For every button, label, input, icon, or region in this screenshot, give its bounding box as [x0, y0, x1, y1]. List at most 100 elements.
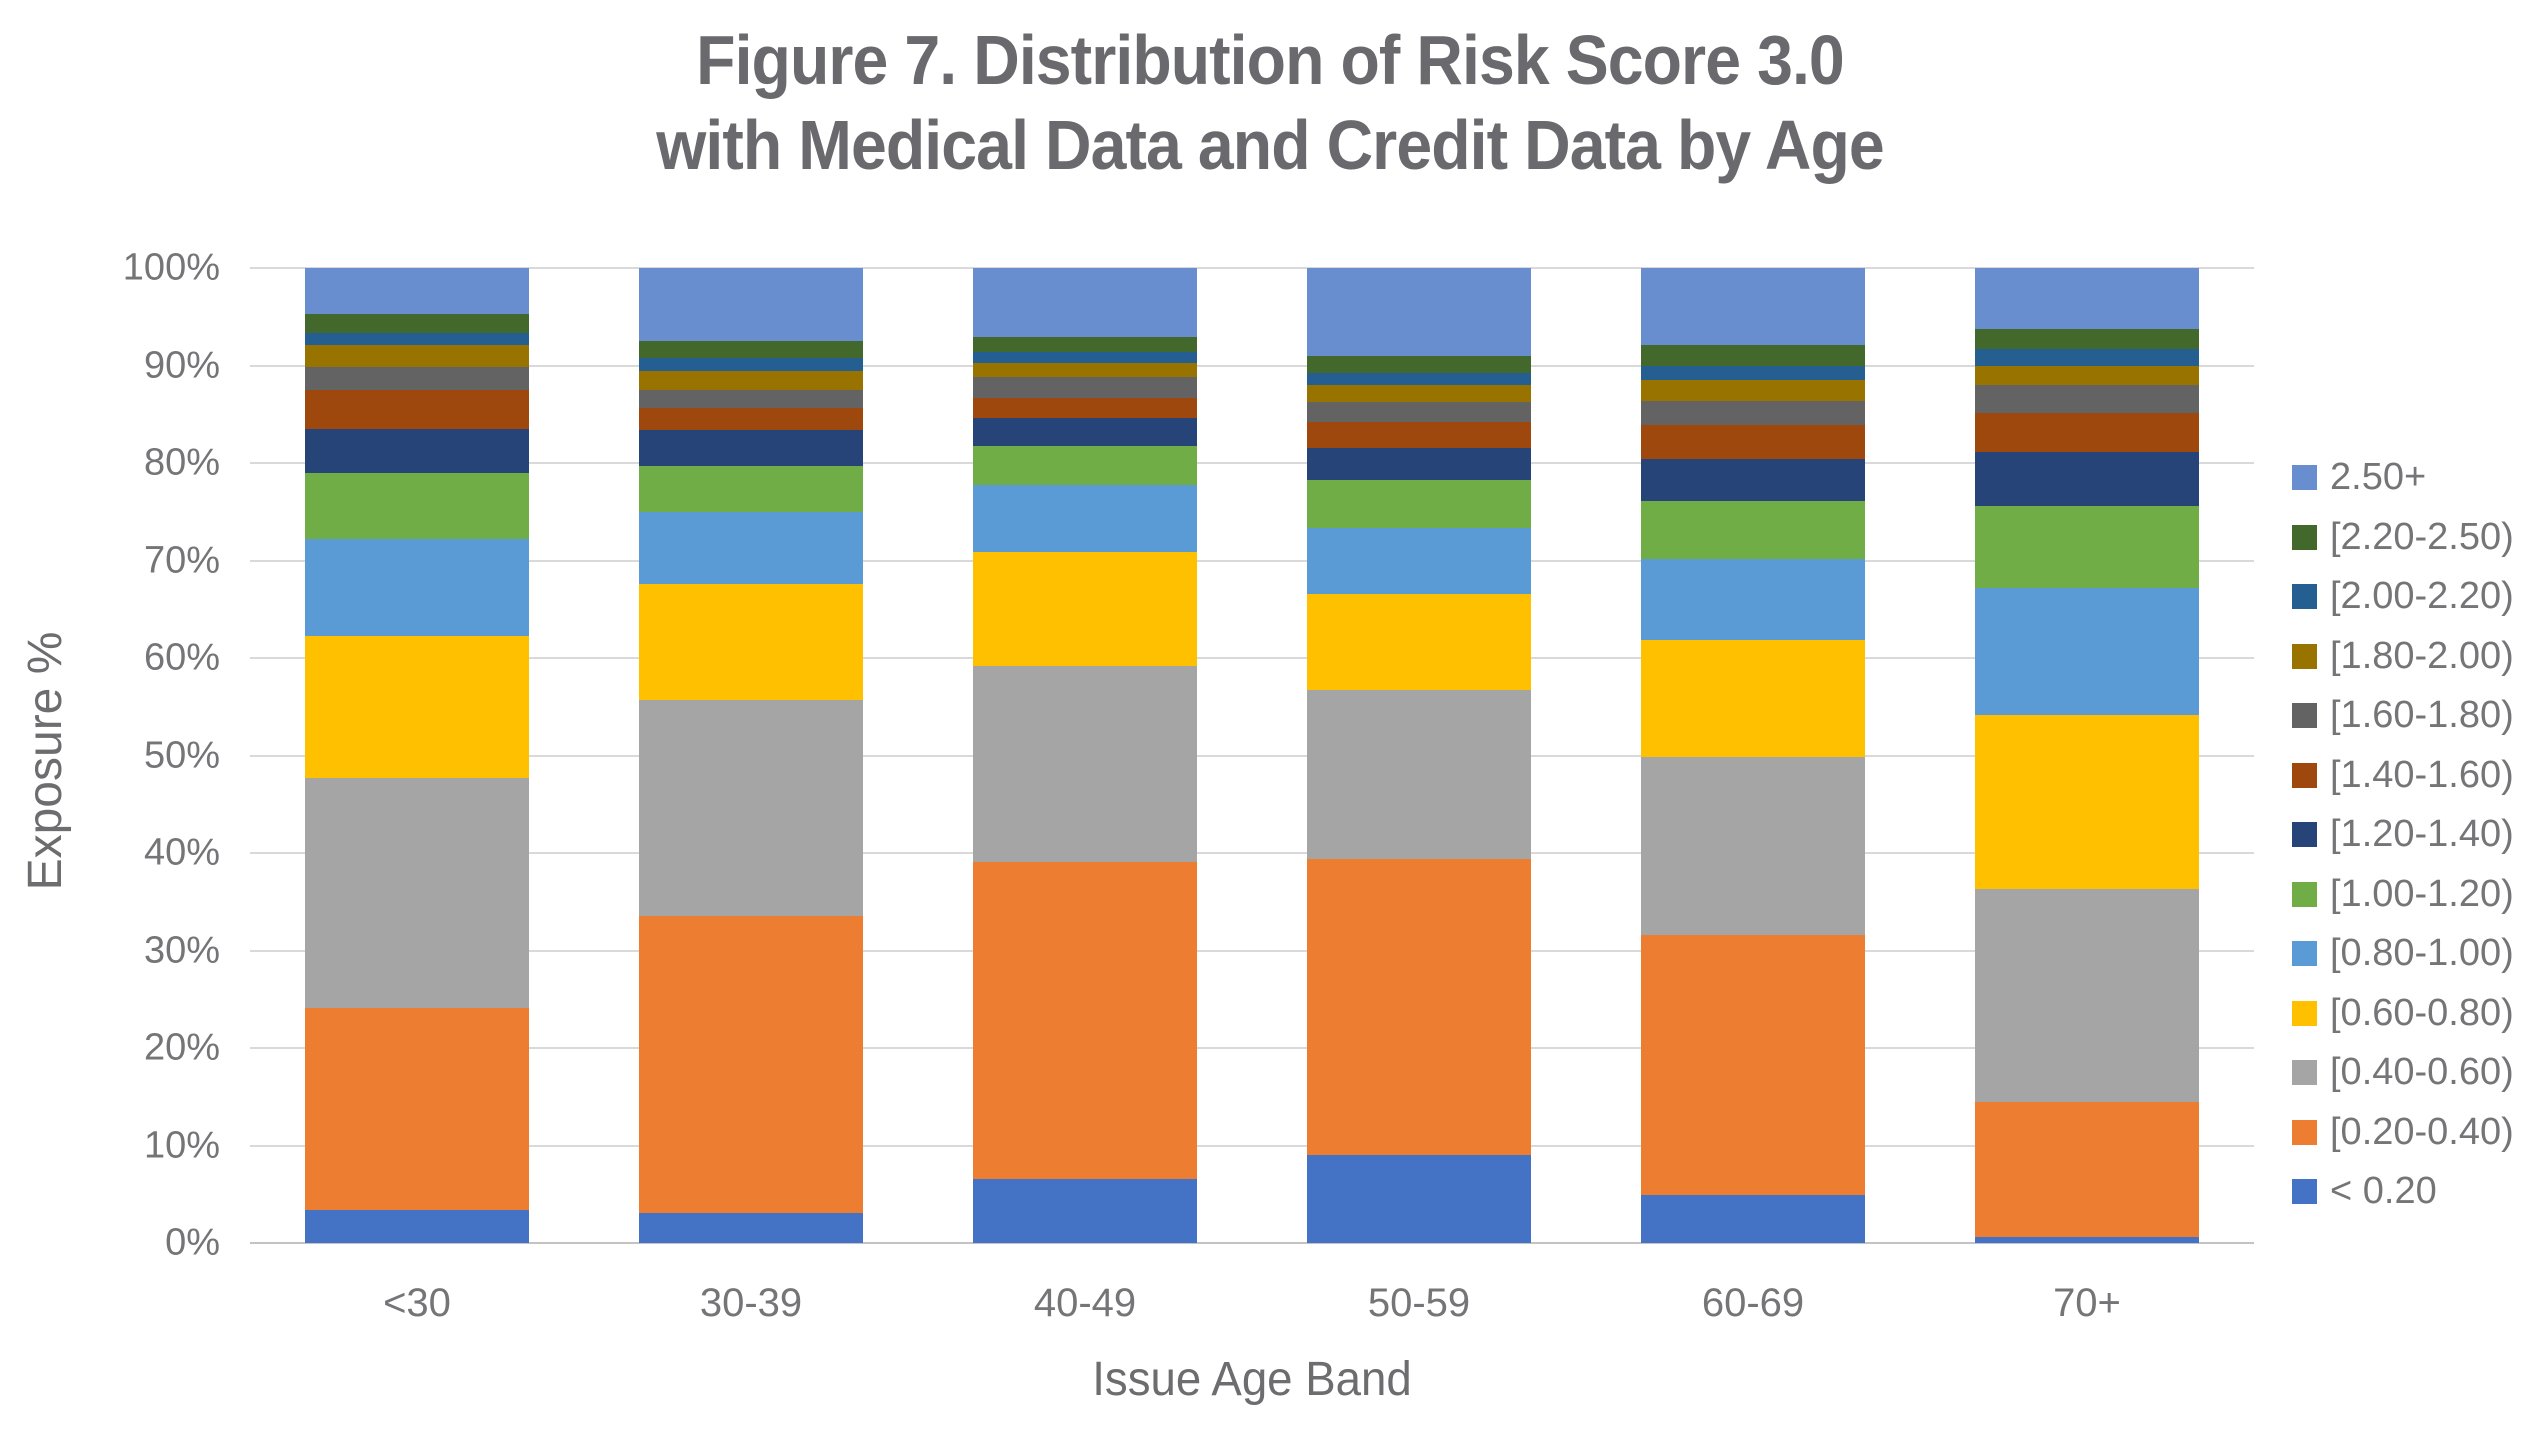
bar-segment 70+ [1.20-1.40)	[1975, 452, 2199, 506]
legend-item 2.50+: 2.50+	[2292, 448, 2514, 508]
legend-label: [1.60-1.80)	[2330, 694, 2514, 737]
bar-segment 30-39 [2.20-2.50)	[639, 341, 863, 358]
gridline-50	[250, 754, 2254, 757]
bar-segment 30-39 [0.60-0.80)	[639, 583, 863, 700]
bar-segment 50-59 2.50+	[1307, 268, 1531, 356]
chart-title-line1: Figure 7. Distribution of Risk Score 3.0	[696, 21, 1845, 99]
legend-swatch-icon	[2292, 465, 2317, 491]
bar-segment 40-49 [1.40-1.60)	[973, 397, 1197, 419]
bar-segment 60-69 [0.40-0.60)	[1641, 757, 1865, 935]
bar-segment 70+ [0.60-0.80)	[1975, 714, 2199, 890]
gridline-80	[250, 462, 2254, 464]
gridline-30	[250, 949, 2254, 952]
bar-segment 50-59 [2.20-2.50)	[1307, 355, 1531, 374]
bar-segment 30-39 < 0.20	[639, 1212, 863, 1243]
legend-label: [1.40-1.60)	[2330, 753, 2514, 796]
gridline-0	[250, 1242, 2254, 1244]
legend-item [1.80-2.00): [1.80-2.00)	[2292, 627, 2514, 687]
legend-label: [1.80-2.00)	[2330, 634, 2514, 677]
x-tick-label-60-69: 60-69	[1701, 1281, 1805, 1325]
legend-label: [2.20-2.50)	[2330, 515, 2514, 558]
bar-segment 70+ [2.20-2.50)	[1975, 329, 2199, 349]
gridline-90	[250, 364, 2254, 367]
bar-segment 30-39 [1.60-1.80)	[639, 389, 863, 409]
bar-segment 40-49 [2.00-2.20)	[973, 351, 1197, 363]
bar-segment 60-69 [0.80-1.00)	[1641, 558, 1865, 640]
legend-item [1.00-1.20): [1.00-1.20)	[2292, 865, 2514, 925]
gridline-100	[250, 267, 2254, 269]
bar-segment 40-49 [1.20-1.40)	[973, 418, 1197, 447]
gridline-40	[250, 852, 2254, 854]
bar-segment 70+ < 0.20	[1975, 1237, 2199, 1243]
bar-segment <30 [1.60-1.80)	[305, 366, 529, 390]
x-axis-labels: <30 30-39 40-49 50-59 60-69 70+	[250, 1281, 2254, 1326]
plot-area	[250, 267, 2254, 1244]
bar-segment <30 [1.80-2.00)	[305, 345, 529, 367]
bar-slot-40-49	[918, 268, 1252, 1243]
bar-segment <30 < 0.20	[305, 1209, 529, 1243]
bar-segment <30 [0.80-1.00)	[305, 539, 529, 636]
y-axis-title: Exposure %	[19, 631, 72, 891]
bar-segment 40-49 [1.80-2.00)	[973, 362, 1197, 378]
y-tick-label-10: 10%	[143, 1124, 220, 1166]
bar-segment 60-69 [2.00-2.20)	[1641, 365, 1865, 381]
legend-swatch-icon	[2292, 1000, 2317, 1026]
x-tick-label-70+: 70+	[2053, 1281, 2121, 1325]
chart-title: Figure 7. Distribution of Risk Score 3.0…	[102, 18, 2439, 189]
legend-label: [1.20-1.40)	[2330, 813, 2514, 856]
legend-swatch-icon	[2292, 524, 2317, 550]
stacked-bar-40-49	[973, 268, 1197, 1243]
y-tick-label-30: 30%	[143, 929, 220, 971]
bar-segment <30 [1.40-1.60)	[305, 389, 529, 429]
bar-segment 70+ [0.80-1.00)	[1975, 587, 2199, 715]
gridline-20	[250, 1047, 2254, 1049]
bar-segment 60-69 [1.00-1.20)	[1641, 501, 1865, 559]
bar-segment 70+ 2.50+	[1975, 268, 2199, 330]
gridline-70	[250, 559, 2254, 562]
bar-segment 50-59 [2.00-2.20)	[1307, 373, 1531, 386]
stacked-bar-30-39	[639, 268, 863, 1243]
bar-segment 40-49 [2.20-2.50)	[973, 337, 1197, 352]
legend-label: [2.00-2.20)	[2330, 575, 2514, 618]
legend-item < 0.20: < 0.20	[2292, 1162, 2514, 1222]
stacked-bar-50-59	[1307, 268, 1531, 1243]
bar-segment <30 [0.20-0.40)	[305, 1008, 529, 1210]
bars-container	[250, 268, 2254, 1243]
legend-swatch-icon	[2292, 584, 2317, 610]
legend-swatch-icon	[2292, 881, 2317, 907]
bar-segment <30 [1.00-1.20)	[305, 472, 529, 540]
bar-segment 30-39 [0.20-0.40)	[639, 916, 863, 1213]
legend-swatch-icon	[2292, 762, 2317, 788]
bar-segment 50-59 [0.80-1.00)	[1307, 528, 1531, 594]
chart-title-line2: with Medical Data and Credit Data by Age	[656, 106, 1885, 185]
x-axis-title: Issue Age Band	[1092, 1353, 1412, 1406]
legend-swatch-icon	[2292, 643, 2317, 669]
legend-item [2.00-2.20): [2.00-2.20)	[2292, 567, 2514, 627]
legend-swatch-icon	[2292, 703, 2317, 729]
bar-segment 70+ [1.80-2.00)	[1975, 365, 2199, 386]
bar-segment 50-59 [0.20-0.40)	[1307, 858, 1531, 1156]
bar-segment 60-69 2.50+	[1641, 268, 1865, 346]
bar-segment 40-49 [0.20-0.40)	[973, 861, 1197, 1179]
bar-segment 30-39 [1.20-1.40)	[639, 429, 863, 466]
y-tick-label-20: 20%	[143, 1026, 220, 1069]
bar-segment 40-49 < 0.20	[973, 1178, 1197, 1243]
y-tick-label-100: 100%	[122, 246, 220, 289]
bar-segment 50-59 [1.60-1.80)	[1307, 401, 1531, 423]
legend-item [1.40-1.60): [1.40-1.60)	[2292, 746, 2514, 806]
bar-segment 60-69 [0.60-0.80)	[1641, 639, 1865, 758]
gridline-10	[250, 1144, 2254, 1147]
bar-segment 70+ [1.40-1.60)	[1975, 413, 2199, 453]
bar-segment 50-59 [0.40-0.60)	[1307, 690, 1531, 859]
bar-segment 60-69 [1.20-1.40)	[1641, 459, 1865, 502]
bar-segment 60-69 < 0.20	[1641, 1195, 1865, 1243]
legend-item [0.60-0.80): [0.60-0.80)	[2292, 984, 2514, 1044]
legend-swatch-icon	[2292, 1179, 2317, 1205]
y-tick-label-0: 0%	[165, 1221, 220, 1264]
bar-segment <30 [0.40-0.60)	[305, 777, 529, 1009]
bar-segment 50-59 [1.40-1.60)	[1307, 422, 1531, 449]
bar-segment 70+ [2.00-2.20)	[1975, 348, 2199, 366]
bar-segment 30-39 [0.80-1.00)	[639, 511, 863, 584]
bar-segment 30-39 [2.00-2.20)	[639, 357, 863, 372]
